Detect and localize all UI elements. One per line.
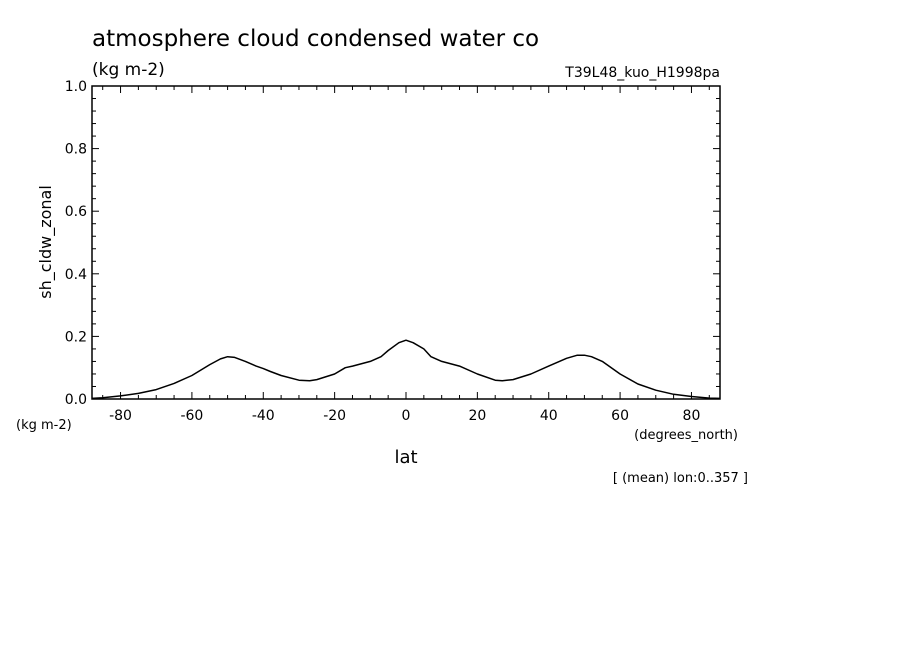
y-tick-label: 0.8 — [65, 142, 87, 158]
x-tick-label: -20 — [323, 408, 346, 424]
y-tick-label: 0.4 — [65, 267, 87, 283]
chart-title: atmosphere cloud condensed water co — [92, 26, 539, 52]
x-tick-label: -60 — [180, 408, 203, 424]
x-tick-label: 60 — [611, 408, 629, 424]
y-axis-label: sh_cldw_zonal — [36, 185, 56, 299]
x-tick-label: 0 — [402, 408, 411, 424]
plot-border — [91, 85, 721, 400]
y-axis-tick-labels: 0.0 0.2 0.4 0.6 0.8 1.0 — [65, 79, 87, 408]
x-axis-label: lat — [394, 447, 417, 468]
x-axis-units: (degrees_north) — [634, 428, 738, 443]
footnote: [ (mean) lon:0..357 ] — [613, 471, 748, 486]
y-axis-ticks — [92, 85, 720, 400]
x-tick-label: -40 — [252, 408, 275, 424]
x-axis-tick-labels: -80 -60 -40 -20 0 20 40 60 80 — [109, 408, 700, 424]
x-tick-label: 80 — [683, 408, 701, 424]
x-tick-label: 40 — [540, 408, 558, 424]
y-tick-label: 0.2 — [65, 329, 87, 345]
x-tick-label: 20 — [468, 408, 486, 424]
experiment-label: T39L48_kuo_H1998pa — [564, 65, 720, 81]
series-line — [91, 339, 721, 400]
units-label: (kg m-2) — [92, 60, 165, 80]
y-axis-units: (kg m-2) — [16, 418, 72, 433]
plot-frame — [91, 85, 721, 400]
x-axis-ticks — [102, 86, 710, 399]
x-tick-label: -80 — [109, 408, 132, 424]
series-group — [91, 339, 721, 400]
y-tick-label: 0.6 — [65, 204, 87, 220]
y-tick-label: 1.0 — [65, 79, 87, 95]
y-tick-label: 0.0 — [65, 392, 87, 408]
